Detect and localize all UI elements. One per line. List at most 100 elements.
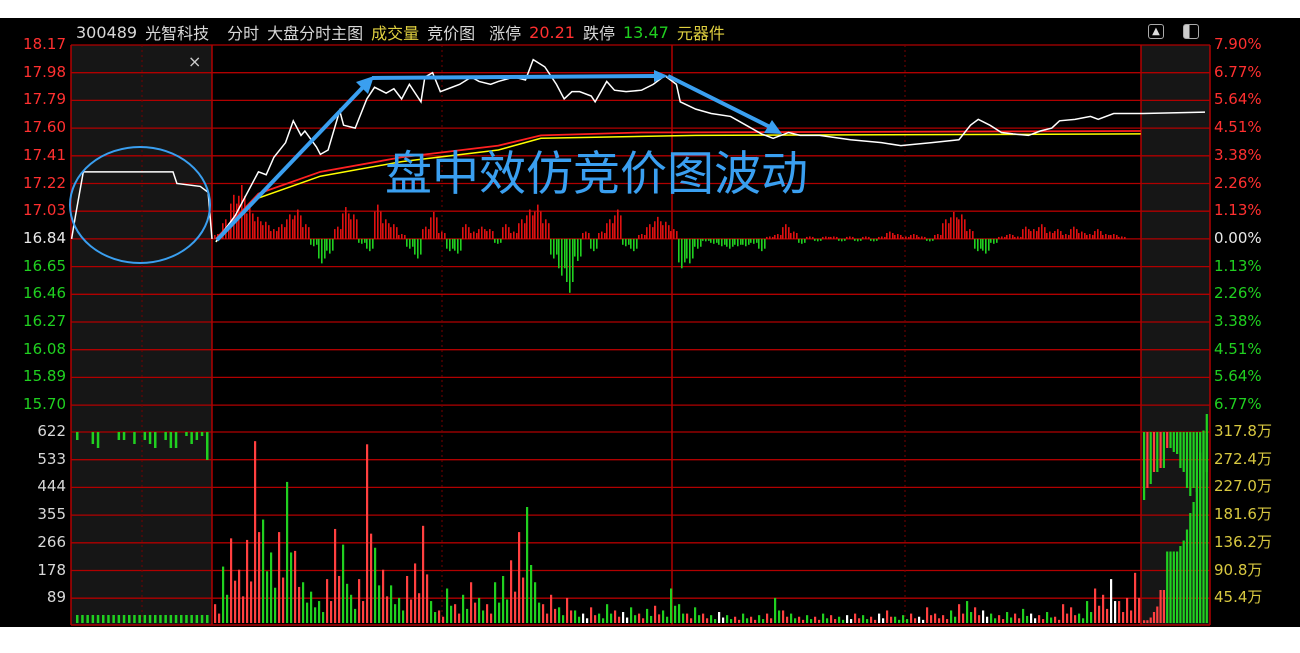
volume-bar [590, 607, 593, 623]
volume-bar [558, 607, 561, 623]
auction-volume-bar [117, 615, 121, 623]
strength-bar [374, 211, 376, 239]
menu-market-main[interactable]: 大盘分时主图 [267, 24, 364, 43]
price-tick-label: 17.03 [23, 201, 66, 220]
arrow-up [215, 82, 368, 242]
volume-bar [874, 619, 877, 623]
volume-bar [470, 582, 473, 623]
strength-bar [1065, 234, 1067, 239]
menu-timeshare[interactable]: 分时 [227, 24, 260, 43]
volume-bar [758, 615, 761, 623]
closing-volume-bar [1152, 612, 1156, 623]
strength-bar [534, 211, 536, 239]
closing-volume-bar [1182, 540, 1185, 623]
strength-bar [513, 231, 515, 239]
strength-bar [588, 233, 590, 239]
volume-bar [670, 588, 673, 623]
strength-bar [740, 238, 742, 245]
strength-bar [508, 227, 510, 239]
volume-bar [930, 615, 933, 623]
strength-bar [977, 238, 979, 252]
volume-bar [442, 616, 445, 623]
menu-auction[interactable]: 竞价图 [427, 24, 476, 43]
strength-bar [734, 238, 736, 245]
strength-bar [372, 238, 374, 249]
strength-bar [798, 238, 800, 243]
strength-bar [284, 227, 286, 239]
closing-volume-hanging [1205, 432, 1208, 472]
auction-volume-hanging [190, 432, 193, 444]
strength-bar [1041, 224, 1043, 239]
volume-bar [1054, 616, 1057, 623]
closing-volume-hanging [1166, 432, 1169, 448]
volume-bar [626, 617, 629, 623]
average-line-red [215, 130, 1141, 240]
strength-bar [985, 238, 987, 254]
close-chart-x[interactable]: × [188, 52, 201, 71]
volume-bar [1102, 594, 1105, 623]
volume-bar [546, 613, 549, 623]
strength-bar [252, 213, 254, 239]
volume-tick-label: 266 [37, 532, 66, 551]
strength-bar [854, 238, 856, 241]
price-tick-label: 16.65 [23, 256, 66, 275]
volume-bar [710, 615, 713, 623]
sector-label[interactable]: 元器件 [676, 24, 725, 43]
closing-volume-hanging [1169, 432, 1172, 448]
volume-bar [926, 607, 929, 623]
pct-tick-label: 4.51% [1214, 118, 1262, 137]
volume-bar [918, 616, 921, 623]
volume-bar [914, 618, 917, 623]
closing-volume-bar [1185, 529, 1189, 623]
volume-bar [398, 597, 401, 623]
volume-bar [394, 604, 397, 623]
strength-bar [881, 236, 883, 239]
strength-bar [630, 238, 632, 249]
volume-bar [570, 610, 573, 623]
strength-bar [516, 233, 518, 239]
limit-up-value: 20.21 [529, 22, 575, 42]
volume-bar [310, 591, 313, 623]
volume-bar [422, 525, 425, 623]
expand-icon[interactable]: ▲ [1148, 24, 1164, 39]
strength-bar [420, 238, 422, 255]
strength-bar [766, 236, 768, 239]
volume-bar [582, 613, 585, 623]
auction-volume-bar [128, 615, 131, 623]
strength-bar [921, 236, 923, 239]
strength-bar [846, 236, 848, 239]
volume-bar [250, 581, 253, 623]
volume-bar [970, 612, 973, 623]
strength-bar [974, 238, 976, 249]
strength-bar [1017, 236, 1019, 239]
price-tick-label: 15.70 [23, 395, 66, 414]
volume-bar [942, 615, 945, 623]
closing-volume-hanging [1146, 432, 1149, 488]
strength-bar [246, 213, 248, 239]
strength-bar [390, 227, 392, 239]
strength-bar [329, 238, 331, 254]
volume-bar [786, 616, 789, 623]
strength-bar [676, 231, 678, 239]
auction-volume-hanging [148, 432, 152, 444]
price-tick-label: 17.60 [23, 118, 66, 137]
closing-volume-bar [1149, 617, 1152, 623]
arrow-flat-head [654, 70, 668, 82]
strength-bar [822, 236, 824, 239]
closing-volume-hanging [1152, 432, 1156, 472]
strength-bar [310, 238, 312, 245]
stock-code: 300489 [76, 22, 138, 42]
strength-bar [644, 234, 646, 239]
auction-volume-bar [112, 615, 115, 623]
volume-bar [338, 575, 341, 623]
price-tick-label: 16.27 [23, 312, 66, 330]
strength-bar [918, 236, 920, 239]
closing-volume-bar [1179, 546, 1182, 623]
grid [70, 44, 1211, 626]
volume-bar [790, 613, 793, 623]
panel-toggle-icon[interactable] [1183, 24, 1199, 39]
closing-volume-hanging [1172, 432, 1175, 452]
strength-bar [684, 238, 686, 263]
menu-volume[interactable]: 成交量 [371, 24, 420, 43]
